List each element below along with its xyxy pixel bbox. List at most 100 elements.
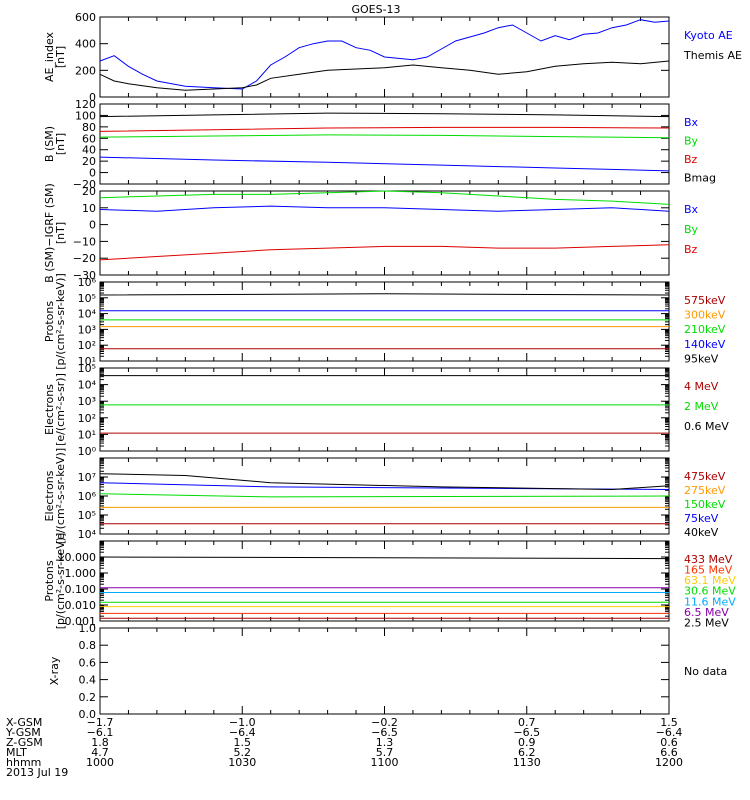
- x-row-value: −0.2: [371, 716, 398, 729]
- legend-label: 475keV: [684, 470, 726, 483]
- x-row-value: 1200: [655, 756, 683, 769]
- y-tick-label: 0.010: [65, 599, 97, 612]
- series-line-by: [99, 134, 670, 139]
- y-tick-label: 600: [75, 11, 96, 24]
- y-tick-label: 10⁰: [78, 445, 97, 458]
- legend-label: Bz: [684, 243, 698, 256]
- y-axis-label: [nT]: [54, 133, 67, 155]
- x-row-value: 5.2: [234, 746, 252, 759]
- panel-frame: [99, 540, 670, 622]
- x-row-value: 1000: [86, 756, 114, 769]
- series-line-150kev: [99, 493, 670, 498]
- y-tick-label: 0: [89, 219, 96, 232]
- x-row-value: 1.5: [234, 736, 252, 749]
- y-tick-label: 10⁴: [78, 308, 97, 321]
- panel-frame: [99, 367, 670, 452]
- x-row-value: 1.3: [376, 736, 394, 749]
- series-line-by: [99, 190, 670, 205]
- y-axis-label: Electrons: [43, 470, 56, 521]
- y-axis-label: B (SM): [43, 126, 56, 162]
- panel-protons_mag: 10¹ 10² 10³ 10⁴ 10⁵ 10⁶ Protons[p/(cm²-s-sr-ke…: [43, 273, 726, 370]
- panel-ae: 0 200 400 600 AE_index[nT] Kyoto AE Themis AE: [43, 11, 742, 104]
- y-tick-label: 80: [82, 121, 96, 134]
- y-tick-label: 10: [82, 202, 96, 215]
- legend-label: 433 MeV: [684, 553, 733, 566]
- y-tick-label: 10⁴: [78, 379, 97, 392]
- y-axis-label: Protons: [43, 301, 56, 342]
- panel-frame: [99, 627, 670, 715]
- y-tick-label: 10³: [78, 323, 96, 336]
- x-row-value: 1.8: [91, 736, 109, 749]
- y-tick-label: 20: [82, 185, 96, 198]
- legend-label: Bz: [684, 153, 698, 166]
- y-tick-label: 10¹: [78, 428, 96, 441]
- y-tick-label: 0.001: [65, 615, 97, 628]
- y-tick-label: 0: [89, 167, 96, 180]
- x-row-value: −1.0: [229, 716, 256, 729]
- x-row-value: 1100: [371, 756, 399, 769]
- y-tick-label: 0.100: [65, 583, 97, 596]
- series-line-bz: [99, 244, 670, 261]
- legend-label: 165 MeV: [684, 564, 733, 577]
- x-row-value: −6.5: [371, 726, 398, 739]
- legend-label: 140keV: [684, 338, 726, 351]
- series-line-themis-ae: [99, 60, 670, 91]
- y-axis-label: Electrons: [43, 384, 56, 435]
- x-row-value: 1130: [513, 756, 541, 769]
- y-tick-label: −20: [73, 252, 96, 265]
- date-label: 2013 Jul 19: [6, 766, 68, 779]
- y-tick-label: 120: [75, 98, 96, 111]
- legend-label: 40keV: [684, 526, 719, 539]
- x-row-value: 0.6: [660, 736, 678, 749]
- y-tick-label: 10³: [78, 395, 96, 408]
- y-tick-label: 0.8: [79, 639, 97, 652]
- y-axis-label: AE_index: [43, 31, 56, 82]
- figure-title: GOES-13: [351, 3, 400, 16]
- y-tick-label: −20: [73, 178, 96, 191]
- x-row-value: −6.5: [513, 726, 540, 739]
- y-tick-label: 60: [82, 132, 96, 145]
- panel-protons_eps: 0.001 0.010 0.100 1.000 10.000Protons[p/(cm²…: [43, 533, 736, 630]
- y-tick-label: 20: [82, 155, 96, 168]
- y-tick-label: −30: [73, 269, 96, 282]
- legend-label: 63.1 MeV: [684, 574, 736, 587]
- x-row-value: 0.9: [518, 736, 536, 749]
- y-tick-label: 10⁵: [78, 292, 96, 305]
- legend-label: No data: [684, 665, 727, 678]
- y-tick-label: 10.000: [58, 551, 97, 564]
- series-line-2-5-mev: [99, 556, 670, 560]
- y-axis-label: Protons: [43, 560, 56, 601]
- legend-label: Bx: [684, 116, 699, 129]
- x-row-value: 5.7: [376, 746, 394, 759]
- y-tick-label: 400: [75, 38, 96, 51]
- legend-label: 275keV: [684, 484, 726, 497]
- x-row-value: 0.7: [518, 716, 536, 729]
- legend-label: 95keV: [684, 352, 719, 365]
- x-row-label: Y-GSM: [5, 726, 41, 739]
- legend-label: 300keV: [684, 309, 726, 322]
- y-axis-label: [p/(cm²-s-sr-keV)]: [54, 533, 67, 630]
- legend-label: 11.6 MeV: [684, 595, 736, 608]
- y-axis-label: [nT]: [54, 46, 67, 68]
- legend-label: 210keV: [684, 323, 726, 336]
- legend-label: Themis AE: [683, 49, 742, 62]
- legend-label: 575keV: [684, 294, 726, 307]
- series-line-kyoto-ae: [99, 19, 670, 90]
- legend-label: 30.6 MeV: [684, 585, 736, 598]
- legend-label: 75keV: [684, 512, 719, 525]
- series-line-bx: [99, 205, 670, 212]
- series-line-bx: [99, 156, 670, 172]
- panel-frame: [99, 103, 670, 185]
- x-row-label: MLT: [6, 746, 27, 759]
- legend-label: 2 MeV: [684, 400, 719, 413]
- legend-label: 0.6 MeV: [684, 420, 729, 433]
- y-tick-label: 0.2: [79, 691, 97, 704]
- y-axis-label: X-ray: [48, 656, 61, 685]
- y-tick-label: 0: [89, 91, 96, 104]
- x-row-value: −6.4: [656, 726, 683, 739]
- y-axis-label: B (SM)−IGRF (SM): [43, 183, 56, 283]
- y-tick-label: 0.4: [79, 674, 97, 687]
- y-tick-label: 10⁶: [78, 276, 97, 289]
